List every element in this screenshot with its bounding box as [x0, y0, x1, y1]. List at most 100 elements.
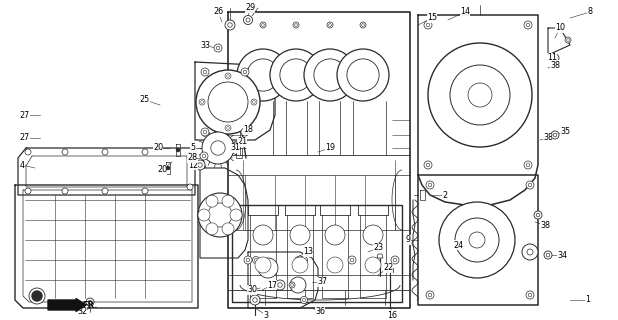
Circle shape: [198, 163, 202, 167]
Circle shape: [295, 24, 297, 26]
Circle shape: [228, 23, 232, 27]
Circle shape: [348, 256, 356, 264]
Circle shape: [250, 295, 260, 305]
Circle shape: [142, 188, 148, 194]
Circle shape: [260, 22, 266, 28]
Circle shape: [203, 130, 207, 134]
Circle shape: [32, 291, 42, 301]
Circle shape: [200, 152, 208, 160]
Text: 4: 4: [20, 161, 25, 170]
Circle shape: [102, 188, 108, 194]
Circle shape: [195, 160, 205, 170]
Circle shape: [298, 258, 302, 262]
Circle shape: [199, 99, 205, 105]
Circle shape: [255, 257, 271, 273]
Circle shape: [544, 251, 552, 259]
Circle shape: [253, 257, 260, 263]
Circle shape: [255, 259, 258, 261]
Circle shape: [300, 257, 308, 263]
Circle shape: [536, 213, 540, 217]
Text: 15: 15: [427, 13, 437, 22]
Circle shape: [289, 282, 295, 288]
Text: 30: 30: [247, 285, 257, 294]
Text: 35: 35: [560, 127, 570, 137]
Circle shape: [551, 54, 559, 62]
Circle shape: [198, 193, 242, 237]
Text: 34: 34: [557, 251, 567, 260]
Text: FR.: FR.: [82, 300, 98, 309]
Circle shape: [206, 223, 218, 235]
Text: 24: 24: [453, 241, 463, 250]
Circle shape: [208, 203, 232, 227]
Circle shape: [227, 75, 229, 77]
Circle shape: [230, 209, 242, 221]
Circle shape: [280, 59, 312, 91]
Circle shape: [62, 188, 68, 194]
Circle shape: [255, 299, 258, 301]
Circle shape: [304, 49, 356, 101]
Circle shape: [522, 244, 538, 260]
Text: 19: 19: [325, 143, 335, 153]
Circle shape: [270, 49, 322, 101]
Circle shape: [208, 82, 248, 122]
Text: 21: 21: [237, 138, 247, 147]
Circle shape: [253, 297, 260, 303]
Circle shape: [524, 161, 532, 169]
Text: 26: 26: [213, 7, 223, 17]
Circle shape: [225, 73, 231, 79]
Circle shape: [211, 141, 225, 155]
Circle shape: [201, 101, 203, 103]
Circle shape: [293, 22, 299, 28]
Circle shape: [216, 46, 220, 50]
Circle shape: [363, 225, 383, 245]
Circle shape: [86, 298, 94, 306]
Circle shape: [553, 56, 557, 60]
Text: 27: 27: [20, 133, 30, 142]
Circle shape: [102, 149, 108, 155]
Circle shape: [201, 128, 209, 136]
Circle shape: [225, 20, 235, 30]
Circle shape: [426, 181, 434, 189]
Circle shape: [428, 293, 432, 297]
Text: 22: 22: [383, 263, 393, 273]
Circle shape: [225, 125, 231, 131]
Text: 29: 29: [245, 4, 255, 12]
Circle shape: [222, 223, 234, 235]
Circle shape: [166, 166, 169, 170]
Circle shape: [426, 23, 430, 27]
Circle shape: [62, 149, 68, 155]
Circle shape: [567, 39, 569, 41]
Circle shape: [426, 291, 434, 299]
Circle shape: [365, 257, 381, 273]
Circle shape: [290, 277, 306, 293]
Circle shape: [439, 202, 515, 278]
Text: 16: 16: [387, 310, 397, 319]
Circle shape: [391, 256, 399, 264]
Circle shape: [187, 184, 193, 190]
Circle shape: [88, 300, 92, 304]
Circle shape: [246, 258, 250, 262]
Circle shape: [528, 293, 532, 297]
Circle shape: [526, 163, 530, 167]
Circle shape: [360, 22, 366, 28]
Text: 8: 8: [588, 7, 593, 17]
Circle shape: [253, 101, 255, 103]
Text: 25: 25: [140, 95, 150, 105]
Text: 17: 17: [267, 281, 277, 290]
Text: 10: 10: [555, 23, 565, 33]
Circle shape: [524, 21, 532, 29]
Circle shape: [426, 163, 430, 167]
Circle shape: [253, 225, 273, 245]
Circle shape: [302, 259, 305, 261]
Circle shape: [337, 49, 389, 101]
Circle shape: [214, 44, 222, 52]
Circle shape: [347, 59, 379, 91]
FancyArrow shape: [48, 299, 86, 311]
Circle shape: [551, 131, 559, 139]
Circle shape: [201, 68, 209, 76]
Circle shape: [428, 183, 432, 187]
Circle shape: [202, 132, 234, 164]
Circle shape: [243, 130, 247, 134]
Circle shape: [244, 256, 252, 264]
Text: 12: 12: [188, 161, 198, 170]
